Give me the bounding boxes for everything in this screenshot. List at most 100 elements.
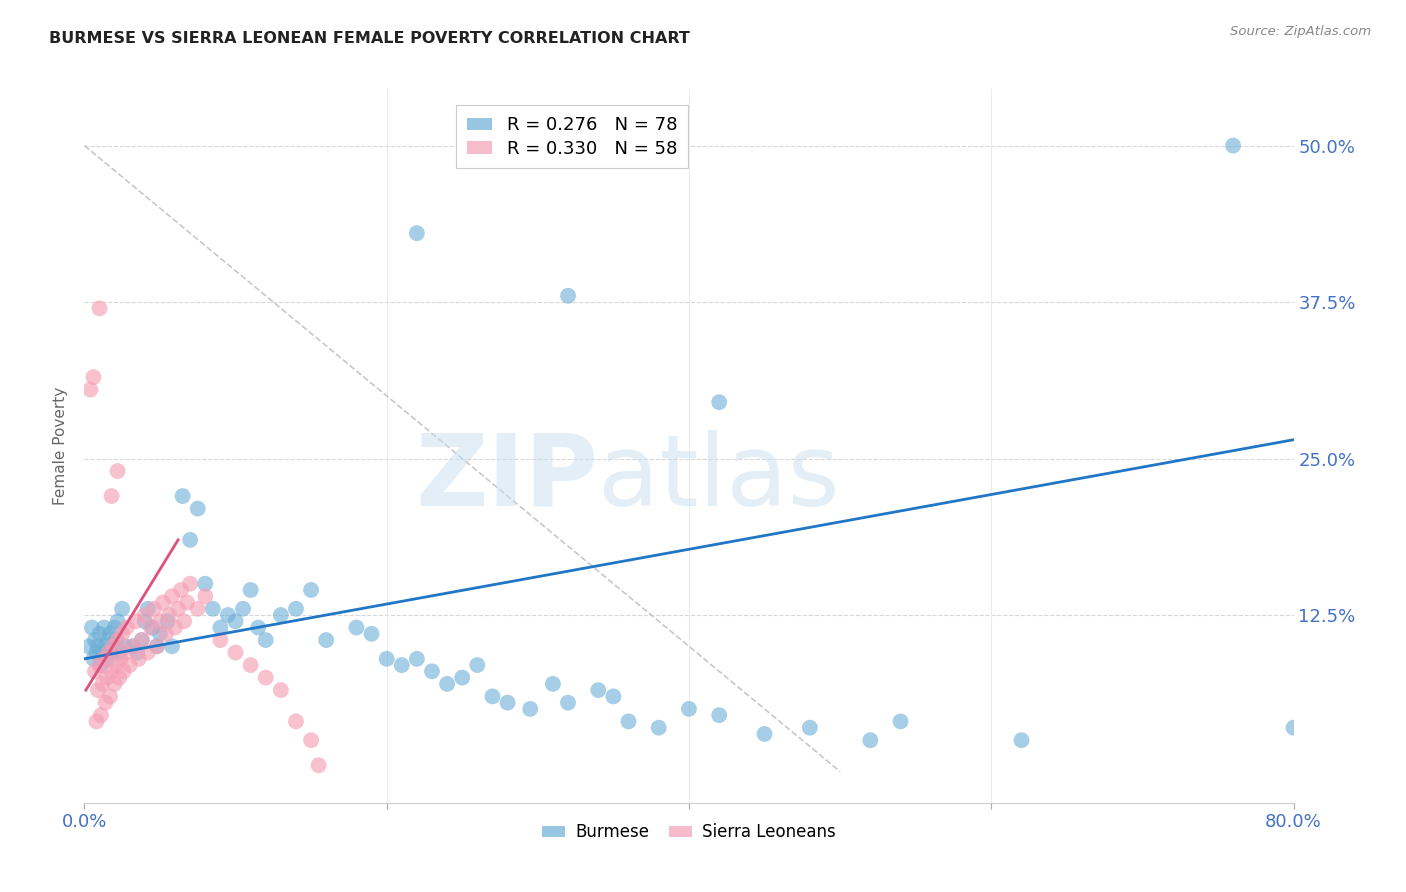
Point [100, 489, 122, 503]
Point [173, 614, 195, 628]
Point [420, 665, 443, 679]
Point [100, 665, 122, 679]
Text: ZIP: ZIP [415, 430, 599, 526]
Point [141, 621, 163, 635]
Point [254, 633, 277, 648]
Point [859, 733, 882, 747]
Point [149, 614, 172, 628]
Point [678, 702, 700, 716]
Point [118, 658, 141, 673]
Text: BURMESE VS SIERRA LEONEAN FEMALE POVERTY CORRELATION CHART: BURMESE VS SIERRA LEONEAN FEMALE POVERTY… [49, 31, 690, 46]
Legend: Burmese, Sierra Leoneans: Burmese, Sierra Leoneans [536, 817, 842, 848]
Point [142, 601, 165, 615]
Point [97, 633, 120, 648]
Point [602, 690, 624, 704]
Point [82, 370, 104, 384]
Point [107, 464, 129, 478]
Point [194, 589, 217, 603]
Point [179, 576, 201, 591]
Point [709, 395, 731, 409]
Point [134, 607, 156, 622]
Point [285, 601, 308, 615]
Point [391, 658, 413, 673]
Point [239, 658, 262, 673]
Point [360, 627, 382, 641]
Point [194, 576, 217, 591]
Point [299, 733, 322, 747]
Point [557, 696, 579, 710]
Point [91, 646, 114, 660]
Point [108, 646, 131, 660]
Point [87, 683, 110, 698]
Point [77, 640, 100, 654]
Point [519, 702, 541, 716]
Point [247, 621, 270, 635]
Point [557, 289, 579, 303]
Point [754, 727, 776, 741]
Point [107, 614, 129, 628]
Point [91, 677, 114, 691]
Point [179, 533, 201, 547]
Point [648, 721, 671, 735]
Point [239, 582, 262, 597]
Point [127, 646, 149, 660]
Point [104, 621, 127, 635]
Point [467, 658, 489, 673]
Point [588, 683, 610, 698]
Point [90, 658, 112, 673]
Point [299, 582, 322, 597]
Point [1011, 733, 1033, 747]
Point [125, 614, 148, 628]
Point [541, 677, 564, 691]
Point [131, 633, 153, 648]
Point [111, 601, 134, 615]
Point [101, 640, 124, 654]
Text: Source: ZipAtlas.com: Source: ZipAtlas.com [1230, 25, 1371, 38]
Point [172, 489, 194, 503]
Point [406, 226, 429, 240]
Point [1282, 721, 1305, 735]
Point [799, 721, 821, 735]
Point [709, 708, 731, 723]
Point [84, 633, 107, 648]
Point [136, 601, 159, 615]
Point [94, 696, 117, 710]
Point [136, 646, 159, 660]
Point [94, 640, 117, 654]
Point [79, 383, 101, 397]
Point [149, 627, 172, 641]
Point [481, 690, 503, 704]
Point [156, 614, 179, 628]
Point [152, 595, 174, 609]
Point [225, 646, 247, 660]
Point [375, 652, 398, 666]
Point [121, 640, 143, 654]
Point [209, 633, 232, 648]
Point [346, 621, 368, 635]
Point [451, 671, 474, 685]
Point [98, 627, 121, 641]
Point [308, 758, 330, 772]
Point [89, 301, 111, 316]
Point [496, 696, 519, 710]
Point [160, 589, 183, 603]
Point [131, 633, 153, 648]
Point [98, 690, 121, 704]
Point [90, 708, 112, 723]
Point [139, 621, 162, 635]
Point [96, 652, 118, 666]
Point [146, 640, 169, 654]
Point [225, 614, 247, 628]
Point [110, 652, 132, 666]
Point [315, 633, 337, 648]
Point [176, 595, 198, 609]
Point [167, 601, 190, 615]
Point [115, 621, 138, 635]
Point [187, 601, 209, 615]
Point [86, 646, 108, 660]
Point [82, 652, 104, 666]
Point [209, 621, 232, 635]
Point [121, 640, 143, 654]
Point [114, 640, 136, 654]
Point [232, 601, 254, 615]
